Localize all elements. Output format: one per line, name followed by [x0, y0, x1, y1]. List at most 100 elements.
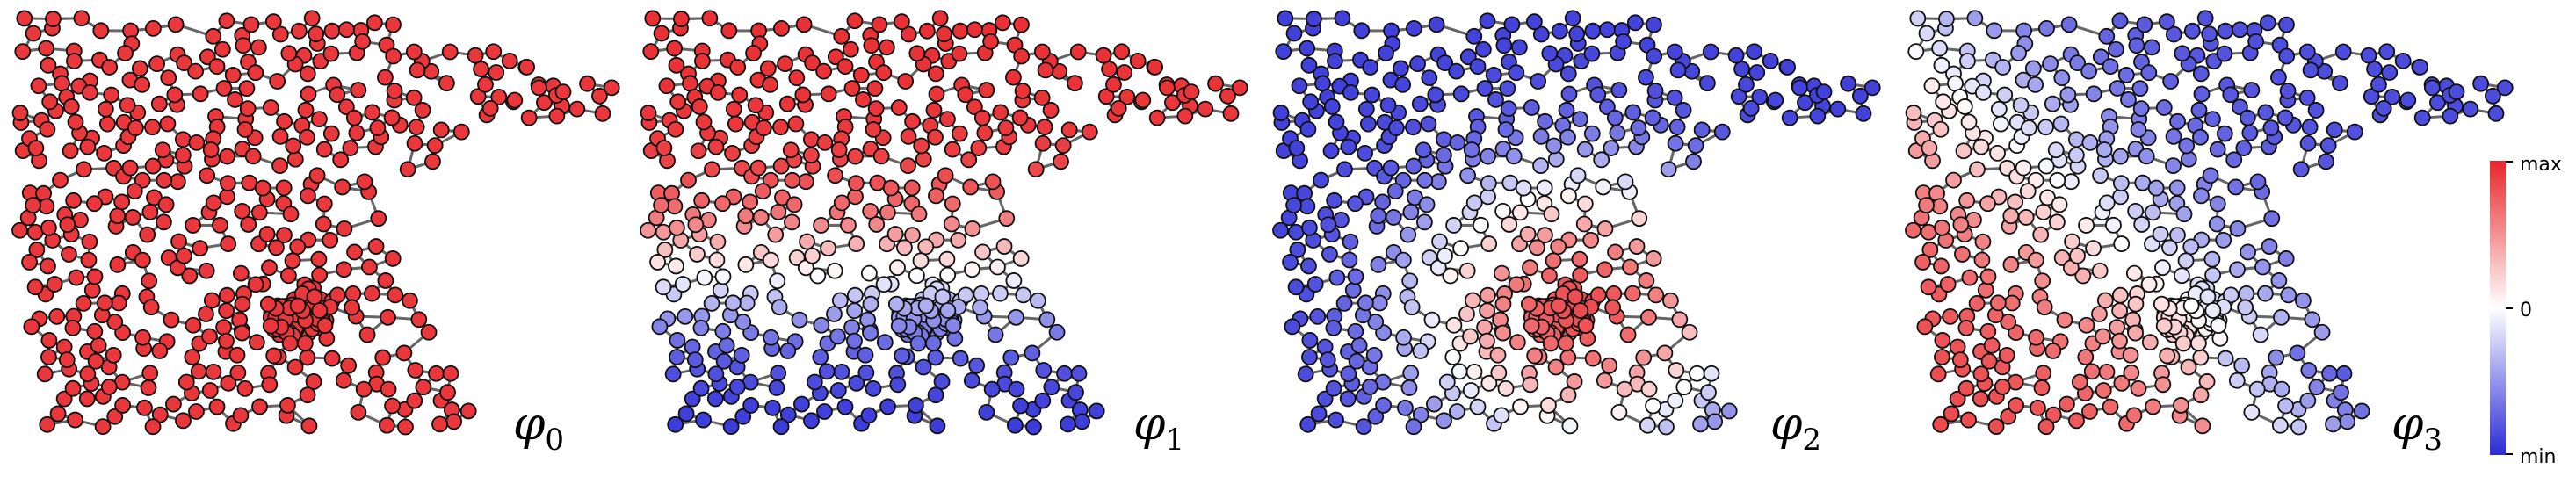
graph-node	[763, 330, 778, 345]
graph-node	[220, 149, 235, 164]
graph-node	[1327, 193, 1342, 208]
graph-node	[1303, 94, 1318, 109]
graph-node	[884, 181, 899, 196]
graph-node	[1646, 48, 1661, 63]
graph-node	[250, 335, 264, 350]
graph-node	[140, 228, 155, 242]
graph-node	[828, 264, 843, 278]
graph-node	[1676, 379, 1691, 394]
graph-node	[771, 365, 785, 380]
graph-node	[965, 221, 980, 236]
graph-node	[98, 295, 112, 310]
graph-node	[1026, 420, 1041, 435]
graph-node	[1611, 83, 1626, 98]
graph-node	[709, 252, 724, 267]
graph-node	[219, 334, 234, 349]
graph-node	[1470, 59, 1485, 74]
graph-node	[1640, 418, 1655, 433]
graph-node	[920, 24, 935, 39]
graph-panel-phi1	[640, 11, 1248, 434]
graph-node	[429, 366, 444, 381]
graph-node	[655, 25, 669, 40]
graph-node	[726, 295, 741, 310]
graph-node	[1481, 176, 1496, 191]
graph-node	[961, 152, 976, 167]
graph-node	[877, 277, 892, 292]
graph-node	[743, 398, 758, 413]
graph-node	[710, 235, 725, 249]
graph-node	[145, 119, 160, 134]
graph-node	[763, 253, 778, 268]
graph-node	[847, 13, 862, 28]
graph-node	[888, 227, 903, 242]
graph-node	[713, 283, 728, 298]
graph-node	[1006, 70, 1021, 85]
graph-node	[1417, 214, 1432, 229]
graph-node	[110, 208, 125, 223]
graph-node	[1089, 403, 1104, 418]
graph-node	[860, 313, 875, 328]
graph-node	[1431, 174, 1446, 189]
graph-node	[241, 217, 256, 232]
graph-node	[1006, 273, 1021, 288]
graph-node	[385, 398, 400, 413]
graph-node	[953, 351, 968, 366]
graph-node	[668, 122, 683, 137]
graph-node	[1398, 401, 1413, 415]
graph-node	[1403, 205, 1418, 220]
graph-node	[387, 83, 402, 98]
graph-node	[975, 244, 990, 259]
graph-node	[324, 24, 339, 39]
graph-node	[1632, 211, 1646, 226]
graph-node	[1512, 40, 1527, 54]
graph-node	[339, 22, 354, 37]
graph-node	[286, 253, 300, 268]
graph-node	[336, 262, 351, 277]
graph-node	[235, 326, 250, 341]
graph-node	[532, 80, 546, 95]
graph-node	[425, 154, 440, 169]
graph-node	[669, 333, 684, 348]
graph-node	[1036, 363, 1051, 378]
graph-node	[316, 216, 331, 231]
graph-node	[102, 379, 117, 394]
graph-nodes	[12, 11, 619, 434]
graph-node	[849, 176, 864, 191]
graph-node	[898, 74, 913, 89]
graph-node	[1287, 25, 1302, 40]
graph-node	[909, 46, 924, 61]
graph-node	[1585, 24, 1600, 39]
graph-node	[365, 105, 380, 119]
graph-node	[1310, 309, 1325, 324]
graph-node	[1513, 399, 1528, 414]
graph-node	[336, 221, 351, 236]
graph-node	[344, 300, 359, 314]
graph-node	[774, 419, 789, 434]
graph-node	[432, 416, 447, 431]
graph-node	[1464, 383, 1479, 398]
graph-node	[300, 350, 315, 365]
graph-node	[751, 161, 766, 176]
graph-node	[1695, 122, 1710, 137]
graph-node	[156, 214, 171, 229]
graph-node	[666, 366, 681, 381]
graph-node	[938, 168, 953, 183]
graph-node	[1494, 266, 1509, 281]
graph-node	[329, 87, 344, 102]
graph-node	[199, 264, 214, 278]
graph-node	[694, 381, 709, 396]
graph-node	[1354, 23, 1369, 38]
graph-node	[221, 176, 235, 191]
graph-node	[838, 400, 853, 415]
graph-node	[177, 249, 192, 264]
graph-node	[1577, 216, 1592, 231]
graph-node	[1337, 296, 1352, 311]
graph-node	[756, 120, 771, 135]
graph-node	[1038, 62, 1053, 77]
graph-node	[848, 288, 863, 303]
graph-node	[1359, 102, 1374, 117]
graph-node	[844, 320, 859, 335]
graph-node	[1056, 138, 1071, 153]
graph-node	[1783, 111, 1798, 126]
graph-node	[17, 11, 32, 25]
